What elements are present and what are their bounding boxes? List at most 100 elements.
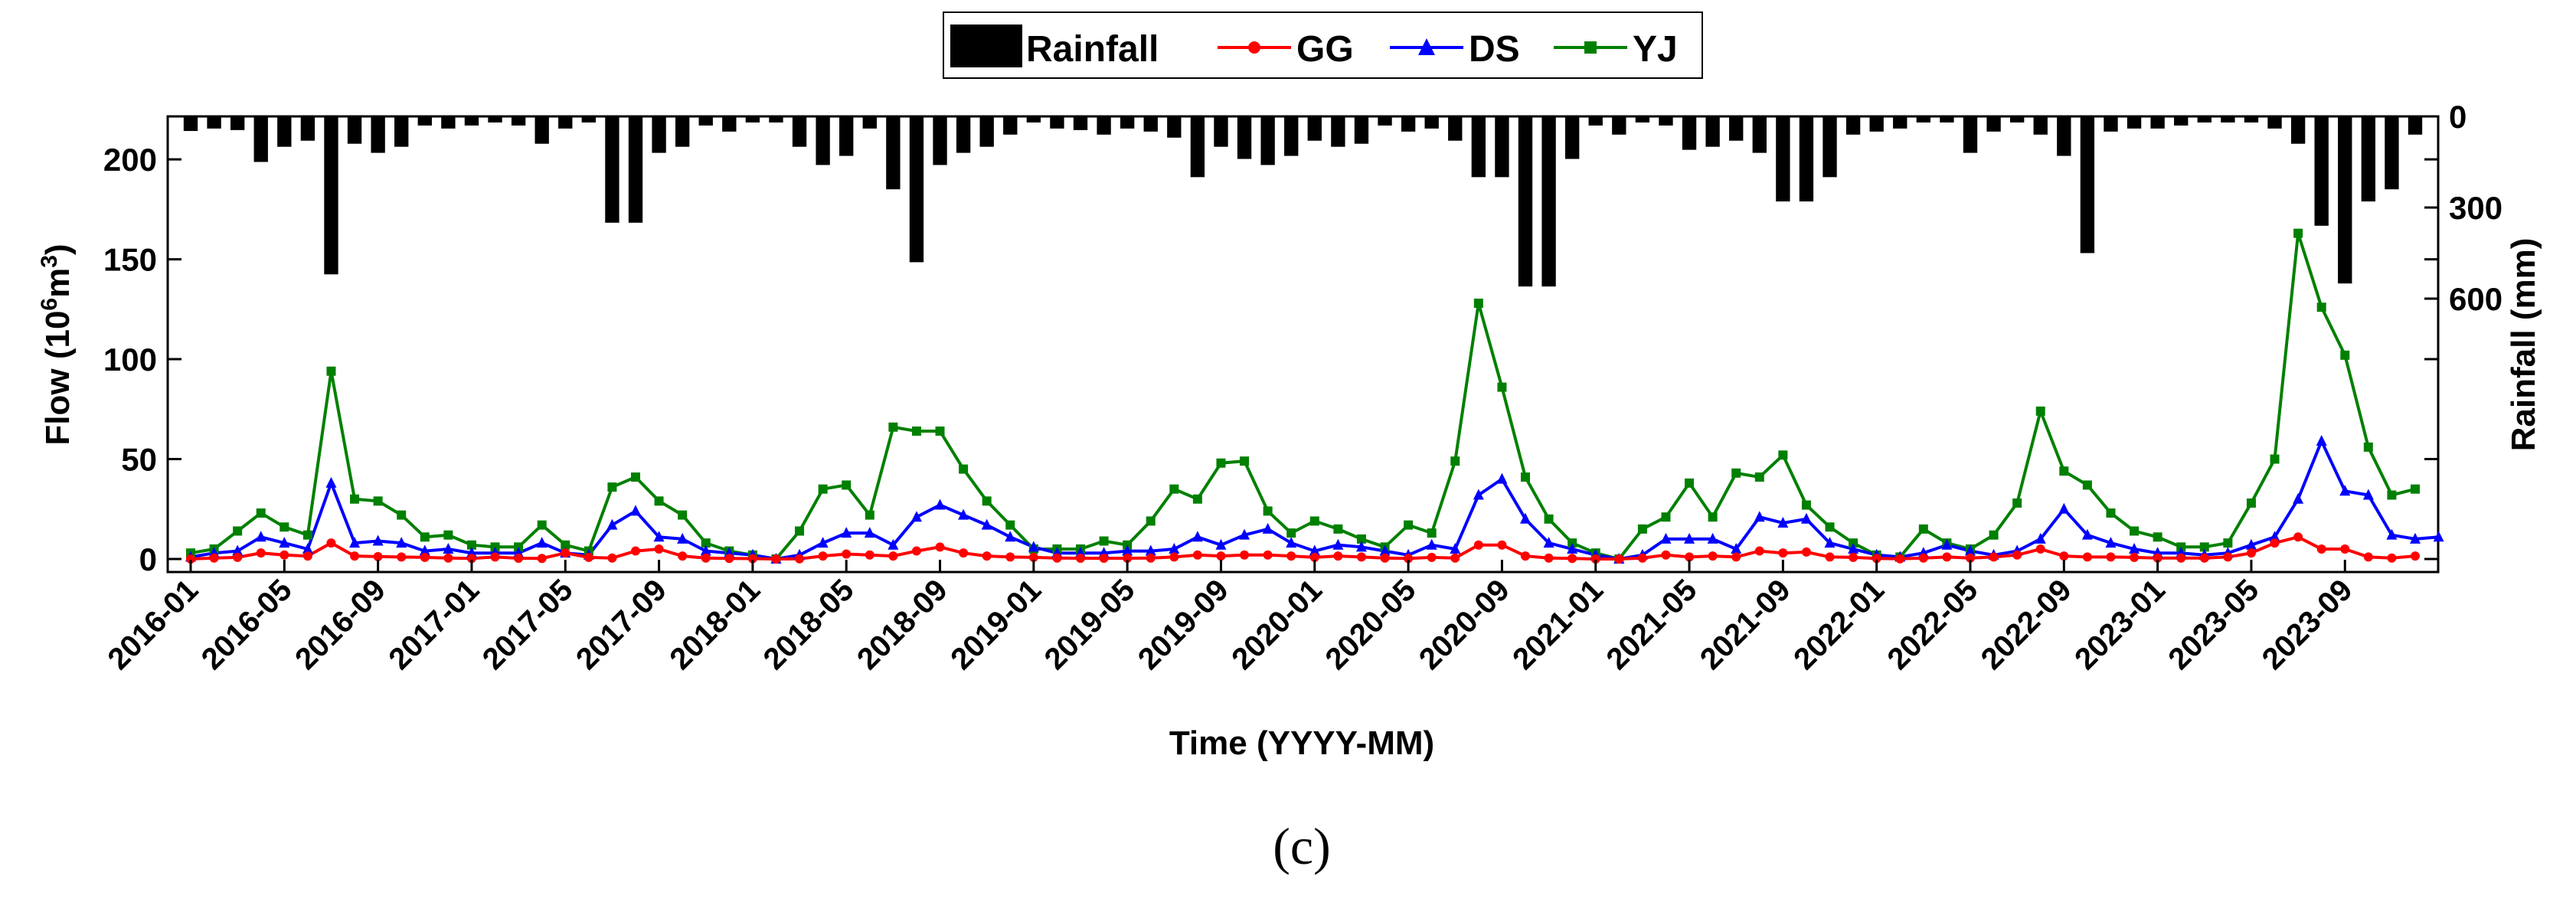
rainfall-bar: [2197, 116, 2212, 123]
data-point-gg: [350, 551, 360, 561]
data-point-gg: [1146, 553, 1156, 563]
data-point-yj: [2012, 498, 2022, 508]
rainfall-bar: [1518, 116, 1533, 287]
rainfall-bar: [394, 116, 409, 147]
rainfall-bar: [2033, 116, 2048, 135]
data-point-ds: [443, 542, 454, 554]
data-point-yj: [561, 540, 570, 550]
legend-yj-marker: [1584, 41, 1597, 54]
data-point-gg: [1942, 552, 1952, 562]
data-point-yj: [1989, 530, 1999, 540]
rainfall-bar: [1564, 116, 1580, 159]
rainfall-bar: [1729, 116, 1744, 141]
data-point-gg: [2363, 552, 2373, 562]
data-point-yj: [1637, 524, 1647, 534]
rainfall-bar: [628, 116, 643, 223]
data-point-ds: [349, 537, 361, 548]
figure-caption: (c): [1273, 817, 1330, 875]
data-point-yj: [1918, 524, 1928, 534]
rainfall-bar: [1050, 116, 1064, 129]
rainfall-bar: [2009, 116, 2025, 123]
right-y-axis: 0 300 600: [2424, 99, 2502, 317]
y-axis-right-title: Rainfall (mm): [2505, 238, 2542, 452]
rainfall-bar: [1612, 116, 1626, 135]
rainfall-bar: [1214, 116, 1228, 147]
data-point-yj: [326, 366, 336, 376]
data-point-gg: [514, 553, 524, 563]
x-tick-label: 2018-05: [757, 573, 861, 676]
data-point-yj: [2411, 484, 2420, 494]
rainfall-bar: [675, 116, 690, 147]
data-point-gg: [771, 554, 781, 564]
legend-rainfall-swatch: [950, 25, 1022, 67]
data-point-ds: [2129, 542, 2140, 554]
data-point-ds: [2293, 492, 2304, 504]
data-point-ds: [232, 544, 244, 556]
data-point-yj: [302, 530, 312, 540]
data-point-ds: [1309, 544, 1320, 556]
data-point-gg: [1473, 540, 1483, 550]
data-point-gg: [1754, 546, 1764, 556]
data-point-yj: [2130, 526, 2140, 536]
rainfall-bar: [441, 116, 456, 129]
rainfall-bar: [1588, 116, 1603, 126]
data-point-ds: [1426, 538, 1437, 550]
rainfall-bar: [2361, 116, 2376, 202]
data-point-yj: [1356, 534, 1366, 544]
data-point-yj: [865, 510, 874, 520]
data-point-gg: [1028, 552, 1038, 562]
data-point-gg: [1099, 553, 1109, 563]
data-point-ds: [1965, 544, 1976, 556]
data-point-gg: [2411, 551, 2420, 561]
data-point-gg: [1895, 554, 1905, 564]
data-point-ds: [1520, 512, 1531, 524]
data-point-gg: [2035, 544, 2045, 554]
rainfall-bar: [1916, 116, 1931, 123]
data-point-ds: [2316, 435, 2327, 446]
data-point-yj: [959, 464, 969, 474]
data-point-gg: [326, 538, 336, 548]
data-point-ds: [325, 476, 337, 488]
rainfall-bar: [792, 116, 807, 147]
data-point-ds: [1379, 544, 1391, 556]
data-point-ds: [817, 537, 829, 548]
y-tick-label: 100: [103, 342, 157, 378]
data-point-ds: [2105, 537, 2117, 548]
data-point-gg: [420, 552, 430, 562]
x-tick-label: 2021-09: [1694, 573, 1797, 676]
data-point-ds: [864, 527, 875, 538]
data-point-ds: [255, 531, 266, 542]
data-point-gg: [607, 553, 617, 563]
data-point-gg: [1614, 554, 1624, 564]
data-point-gg: [1123, 553, 1133, 563]
data-point-yj: [1544, 514, 1554, 524]
rainfall-bar: [2104, 116, 2118, 132]
rainfall-bar: [207, 116, 221, 129]
rainfall-bar: [1541, 116, 1556, 287]
data-point-gg: [1076, 553, 1085, 563]
data-point-gg: [678, 551, 688, 561]
data-point-ds: [1286, 537, 1297, 548]
rainfall-bar: [2150, 116, 2165, 129]
rain-tick-label: 600: [2449, 281, 2502, 317]
data-point-yj: [2106, 508, 2116, 518]
data-point-yj: [2363, 442, 2373, 452]
data-point-gg: [2153, 553, 2162, 563]
data-point-gg: [1052, 553, 1062, 563]
data-point-yj: [2293, 228, 2303, 238]
rain-tick-label: 300: [2449, 190, 2502, 226]
data-point-gg: [1356, 552, 1366, 562]
y-tick-label: 200: [103, 142, 157, 178]
series-markers: [185, 228, 2444, 564]
data-point-yj: [2153, 532, 2162, 542]
data-point-ds: [1731, 542, 1742, 554]
data-point-gg: [1216, 551, 1226, 561]
data-point-yj: [935, 426, 945, 436]
data-point-gg: [911, 546, 921, 556]
data-point-gg: [795, 554, 805, 564]
data-point-ds: [279, 537, 290, 548]
data-point-ds: [1800, 512, 1812, 524]
data-point-ds: [958, 508, 969, 520]
data-point-gg: [1404, 554, 1414, 564]
rainfall-bar: [1752, 116, 1767, 153]
